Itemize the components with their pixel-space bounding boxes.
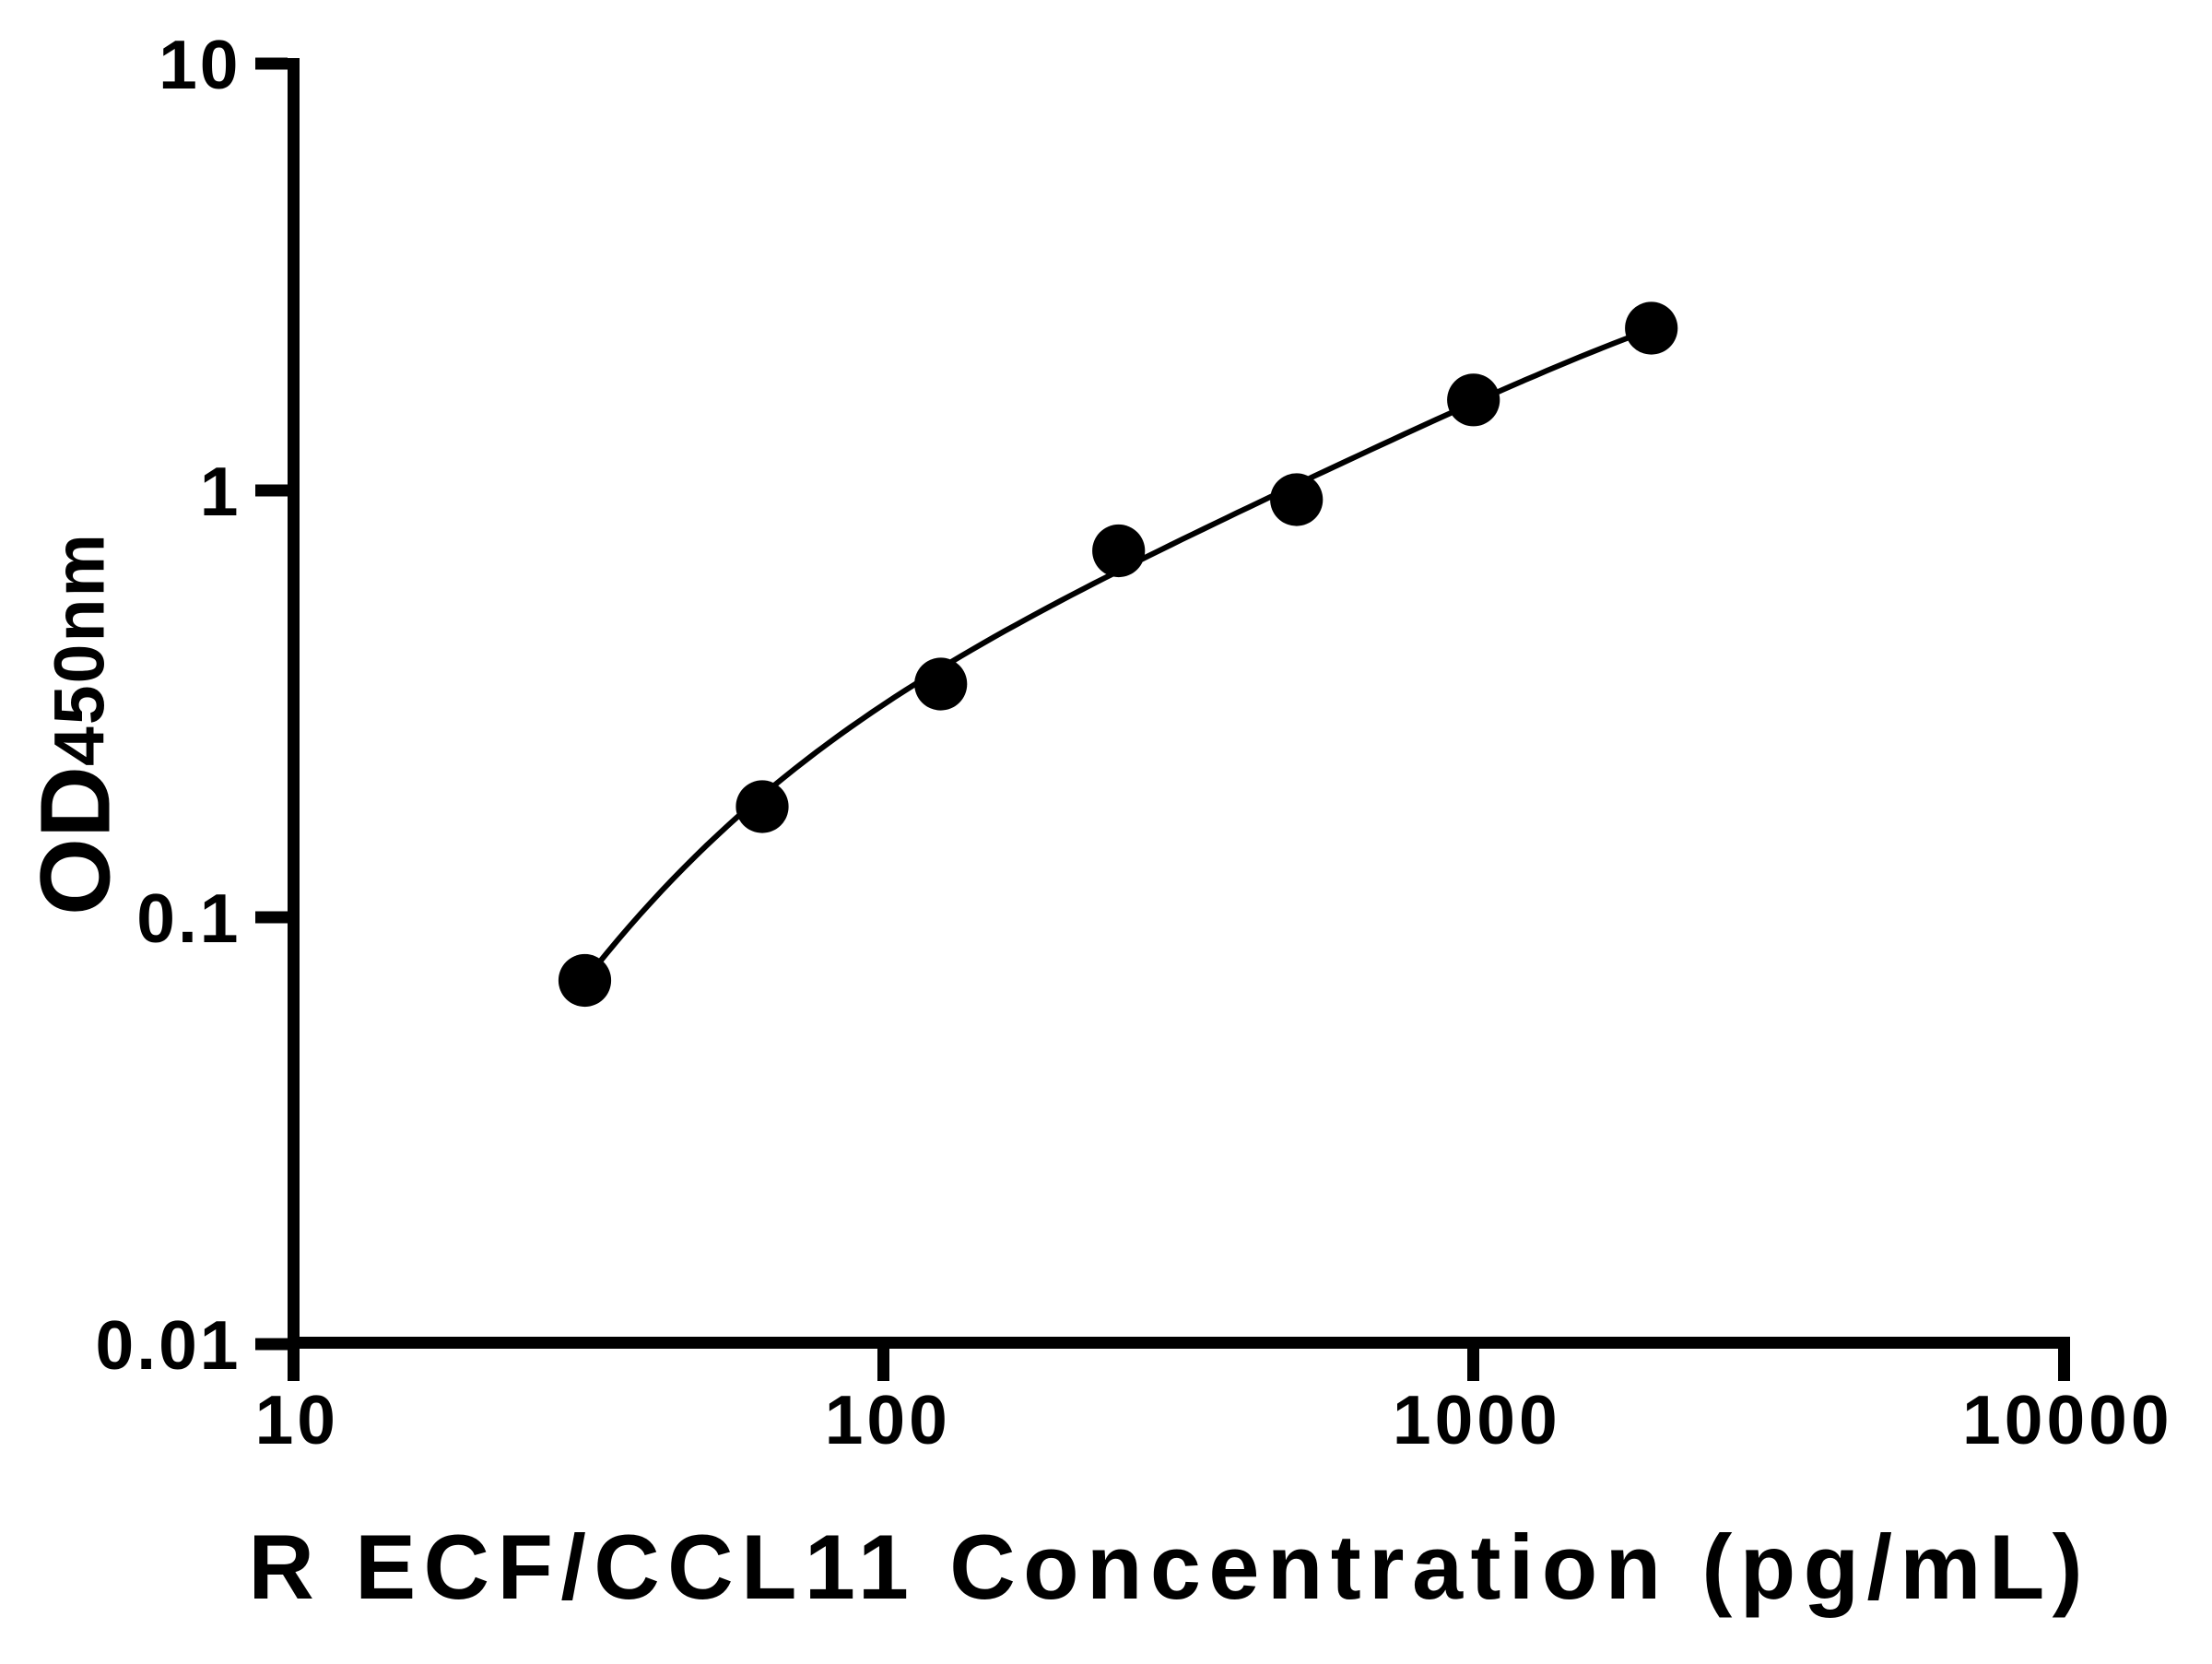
svg-text:1: 1: [200, 453, 241, 530]
svg-text:10000: 10000: [1962, 1381, 2173, 1458]
svg-text:R ECF/CCL11 Concentration (pg/: R ECF/CCL11 Concentration (pg/mL): [248, 1516, 2090, 1618]
svg-text:100: 100: [825, 1381, 951, 1458]
svg-text:1000: 1000: [1393, 1381, 1561, 1458]
svg-text:10: 10: [159, 26, 241, 103]
svg-text:10: 10: [255, 1381, 339, 1458]
svg-text:0.01: 0.01: [96, 1306, 241, 1384]
svg-text:0.1: 0.1: [136, 879, 241, 957]
